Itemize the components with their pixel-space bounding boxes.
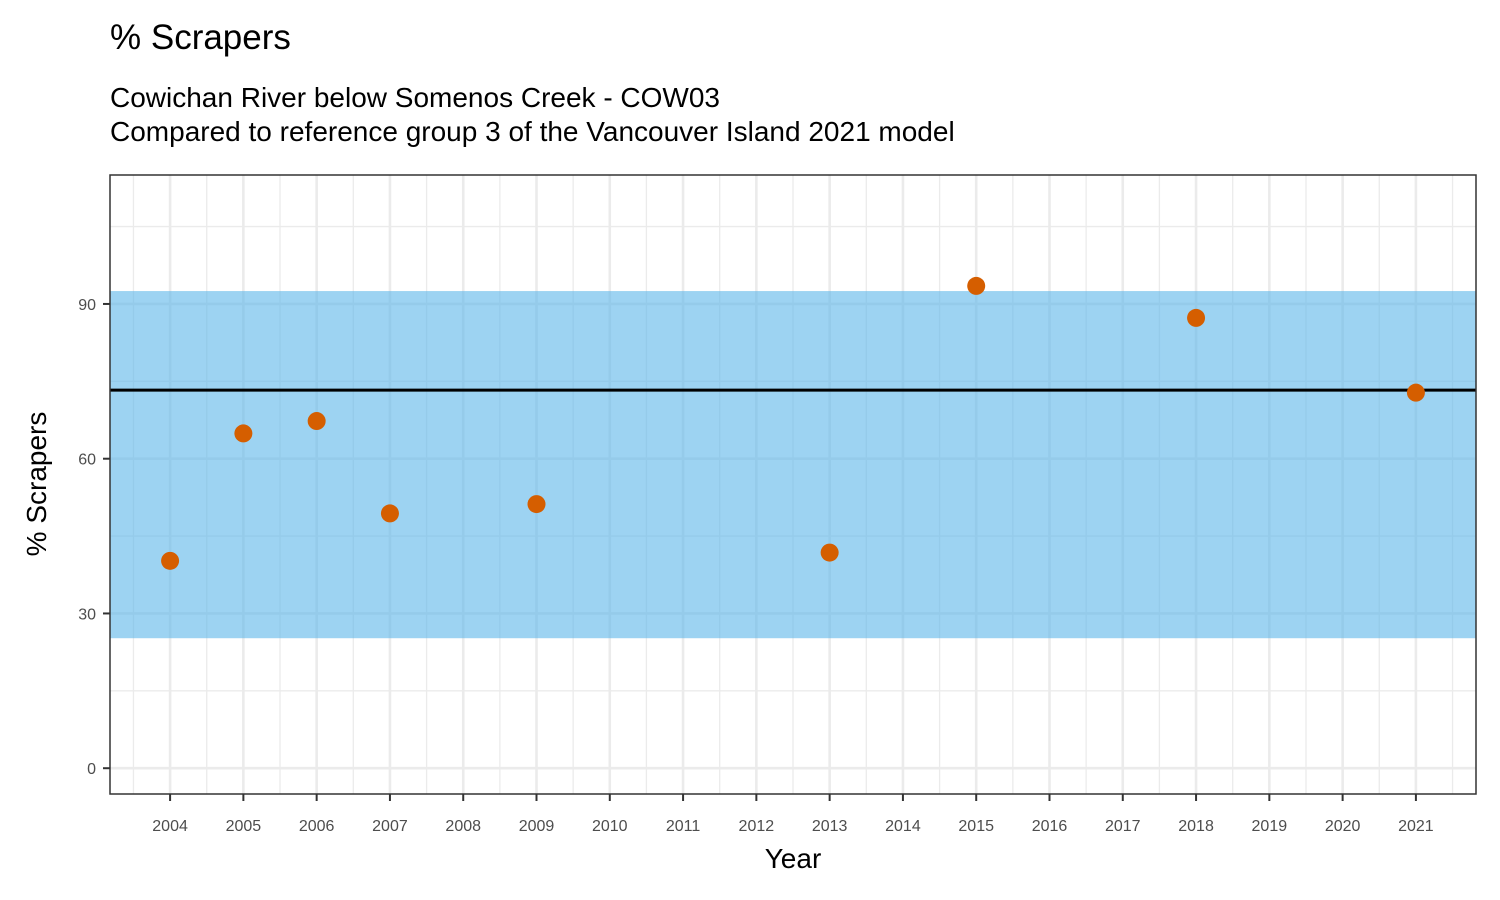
data-point [234, 424, 253, 443]
data-point [1406, 383, 1425, 402]
data-point [820, 543, 839, 562]
data-point [967, 276, 986, 295]
data-point-layer [161, 276, 1425, 570]
data-point [307, 412, 326, 431]
data-point [161, 551, 180, 570]
x-tick-label: 2011 [666, 818, 701, 835]
chart-subtitle-line-2: Compared to reference group 3 of the Van… [110, 116, 955, 147]
x-tick-label: 2009 [519, 818, 555, 835]
x-tick-label: 2004 [152, 818, 188, 835]
data-point [1187, 308, 1206, 327]
x-tick-label: 2016 [1032, 818, 1068, 835]
x-axis-title: Year [765, 843, 822, 874]
x-tick-label: 2007 [372, 818, 408, 835]
x-tick-label: 2018 [1178, 818, 1214, 835]
data-point [527, 495, 546, 514]
x-tick-label: 2013 [812, 818, 848, 835]
y-axis-title: % Scrapers [21, 412, 52, 557]
reference-band [110, 291, 1476, 639]
y-tick-label: 30 [78, 606, 96, 623]
x-tick-label: 2019 [1252, 818, 1288, 835]
x-tick-label: 2005 [226, 818, 262, 835]
y-tick-label: 90 [78, 297, 96, 314]
reference-band-layer [110, 291, 1476, 639]
chart-subtitle-line-1: Cowichan River below Somenos Creek - COW… [110, 82, 720, 113]
x-tick-label: 2014 [885, 818, 921, 835]
x-tick-label: 2012 [739, 818, 775, 835]
axis-layer: 2004 2005 2006 2007 2008 2009 2010 2011 2012 2013… [78, 174, 1477, 835]
x-tick-label: 2008 [445, 818, 481, 835]
chart-title: % Scrapers [110, 18, 291, 57]
plot-panel-border [109, 174, 1477, 795]
y-tick-label: 60 [78, 452, 96, 469]
data-point [380, 504, 399, 523]
x-tick-label: 2020 [1325, 818, 1361, 835]
x-tick-label: 2017 [1105, 818, 1141, 835]
x-tick-label: 2006 [299, 818, 335, 835]
y-tick-label: 0 [87, 761, 96, 778]
x-tick-label: 2010 [592, 818, 628, 835]
x-tick-label: 2021 [1398, 818, 1434, 835]
x-tick-label: 2015 [958, 818, 994, 835]
